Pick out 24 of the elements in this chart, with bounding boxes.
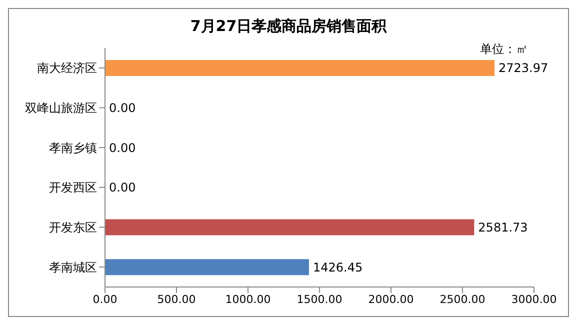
y-tick-label: 孝南城区 bbox=[49, 260, 97, 274]
data-label: 0.00 bbox=[109, 140, 136, 155]
y-tick-label: 开发东区 bbox=[49, 220, 97, 235]
x-tick-label: 1000.00 bbox=[225, 292, 271, 306]
x-tick-label: 0.00 bbox=[92, 292, 118, 306]
x-tick-label: 2000.00 bbox=[368, 292, 414, 306]
x-tick-label: 500.00 bbox=[157, 292, 196, 306]
annotation: 单位：㎡ bbox=[480, 41, 528, 58]
y-tick-label: 双峰山旅游区 bbox=[25, 101, 97, 116]
y-tick-label: 南大经济区 bbox=[37, 61, 97, 76]
bar bbox=[105, 219, 474, 236]
x-tick-label: 1500.00 bbox=[296, 292, 342, 306]
bar bbox=[105, 259, 309, 276]
data-label: 0.00 bbox=[109, 180, 136, 195]
data-label: 2581.73 bbox=[478, 220, 528, 234]
x-tick-label: 2500.00 bbox=[440, 292, 486, 306]
x-tick-label: 3000.00 bbox=[511, 292, 557, 306]
y-tick-label: 孝南乡镇 bbox=[49, 140, 97, 155]
data-label: 2723.97 bbox=[498, 61, 548, 76]
y-tick-label: 开发西区 bbox=[49, 180, 97, 195]
data-label: 0.00 bbox=[109, 100, 136, 115]
bar bbox=[105, 60, 495, 76]
chart-title: 7月27日孝感商品房销售面积 bbox=[189, 17, 388, 36]
data-label: 1426.45 bbox=[312, 260, 363, 274]
